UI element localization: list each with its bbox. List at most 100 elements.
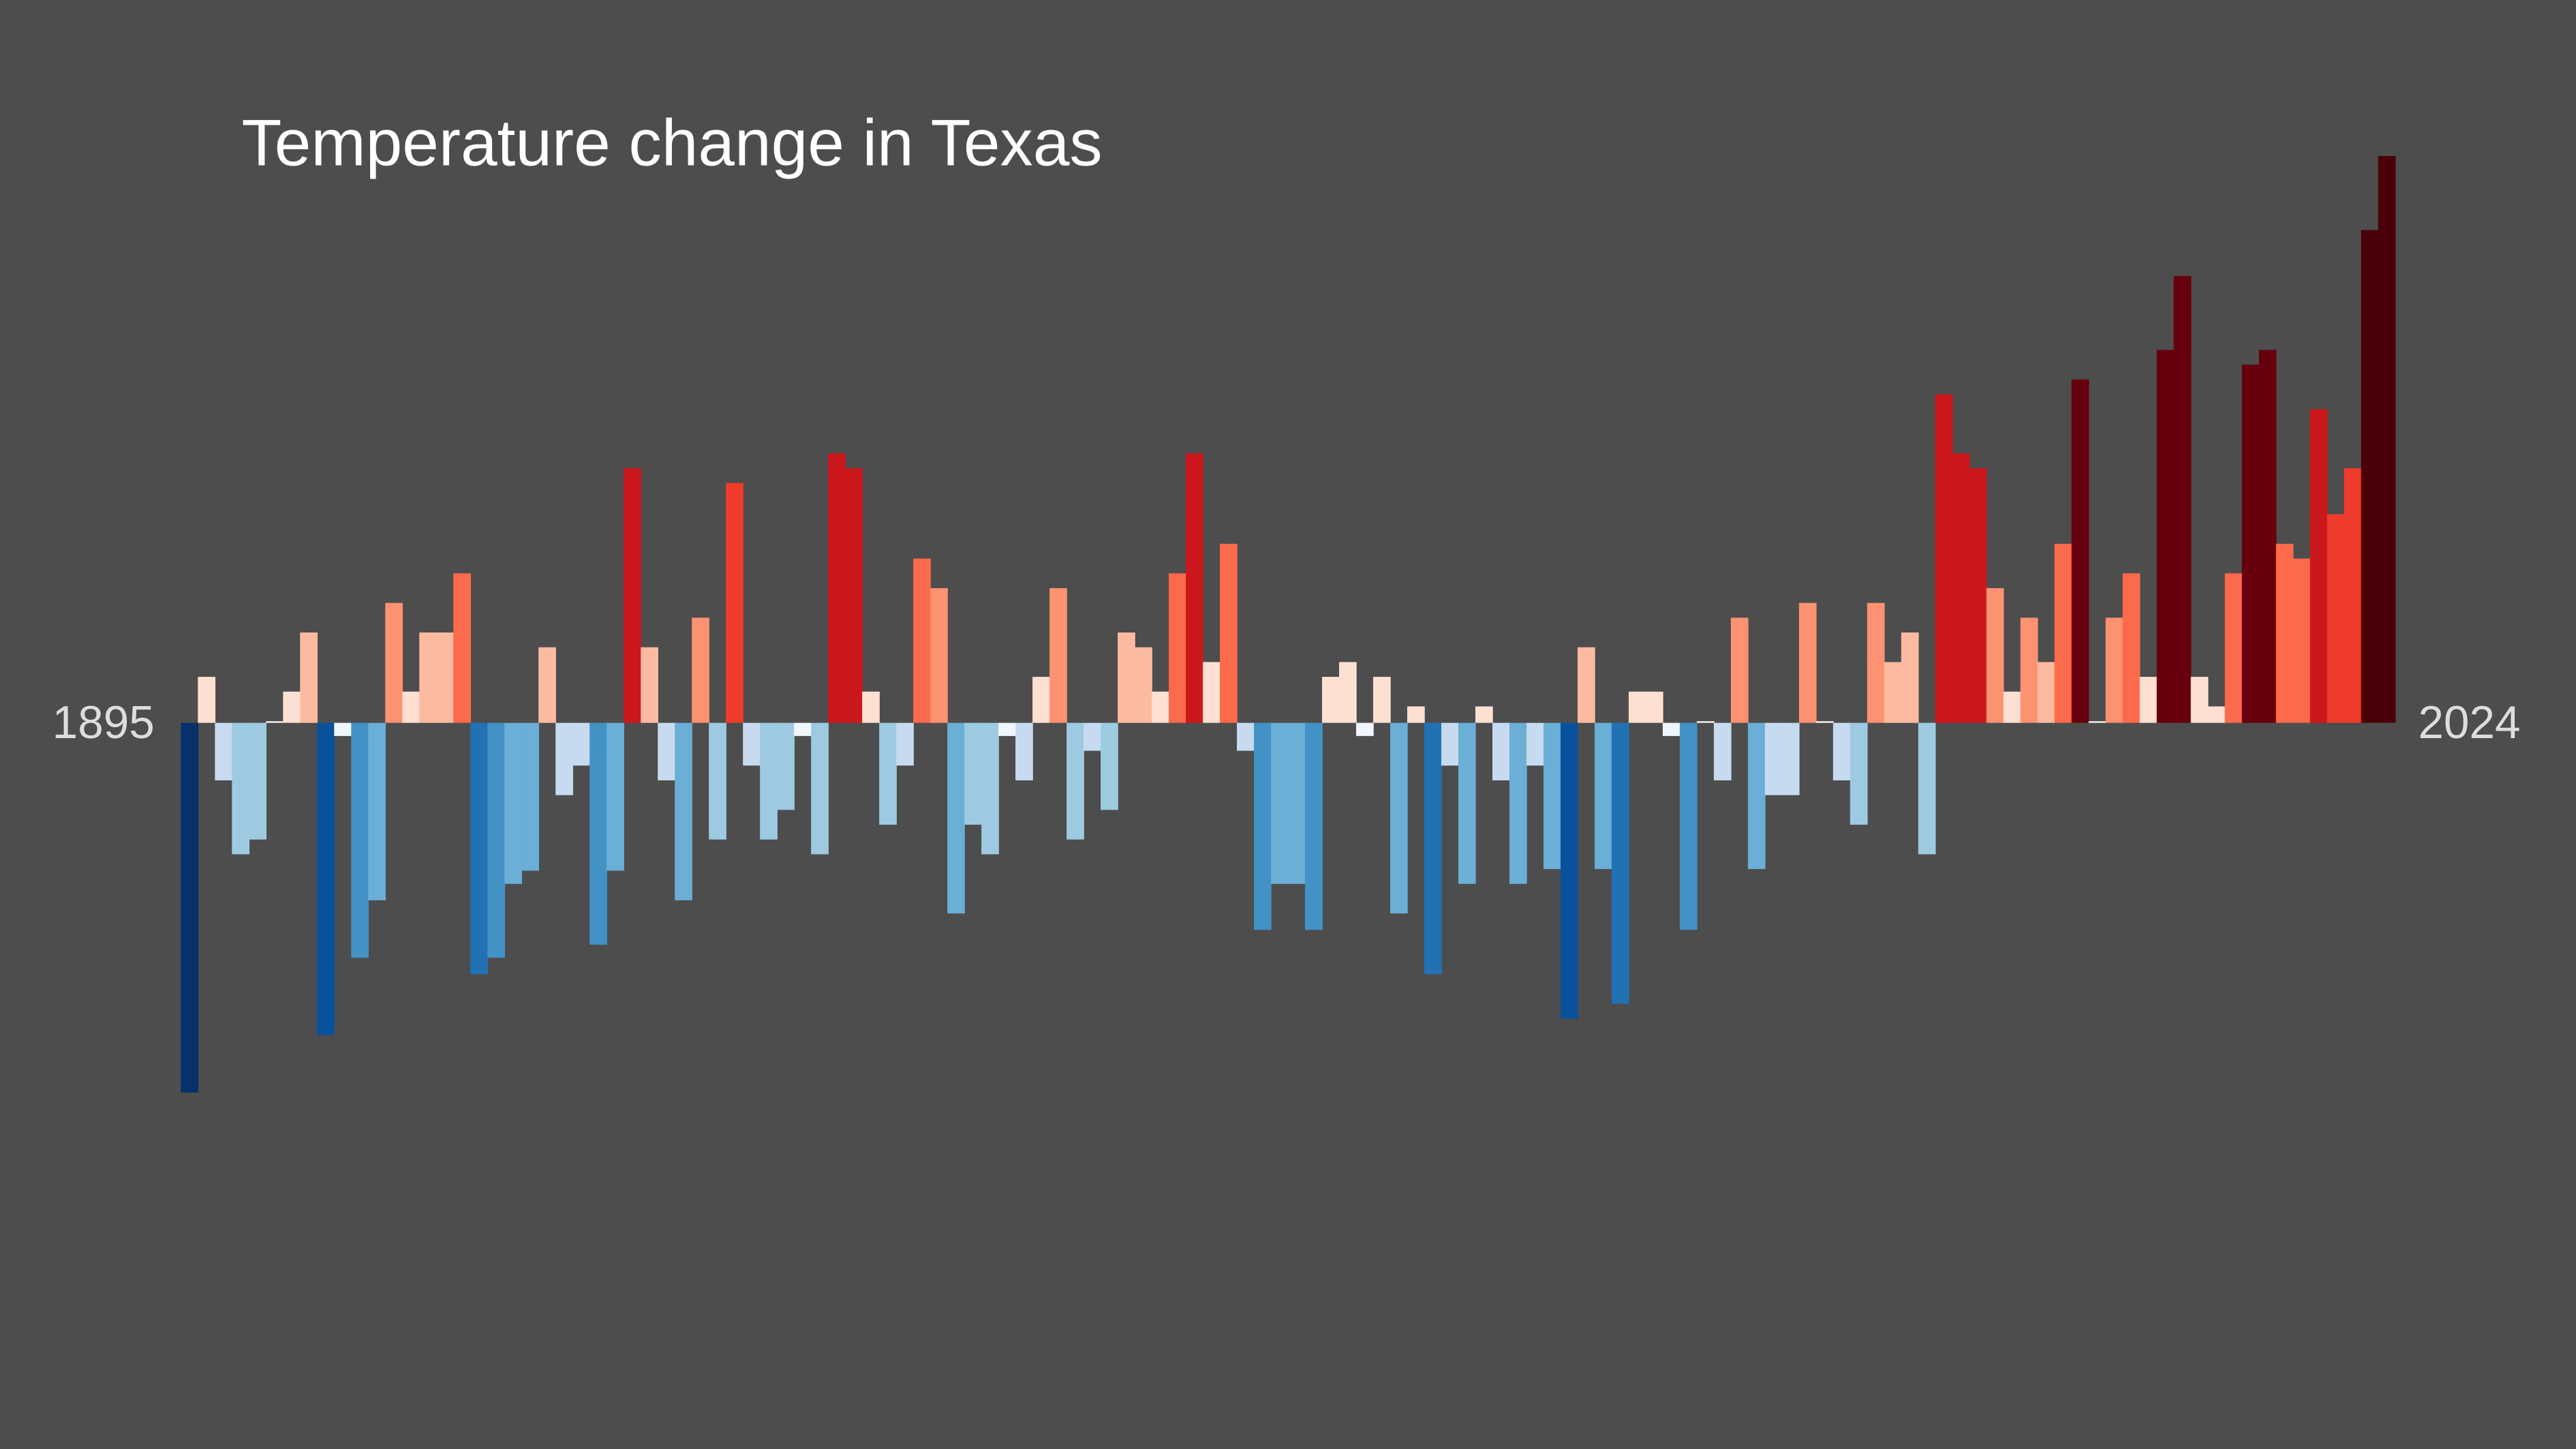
bar [1220,543,1238,723]
bar [1526,722,1544,766]
bar [1237,722,1255,751]
bar [2275,543,2294,723]
bar [1713,722,1732,780]
bar [1118,632,1135,723]
bar [589,722,607,945]
bar [1730,617,1749,723]
bar [1186,453,1203,723]
bar [998,722,1016,736]
bar [1321,677,1340,723]
bar [1747,722,1766,870]
bar [1441,722,1459,766]
bar [1390,722,1408,914]
bar [896,722,914,766]
bar [2054,543,2072,723]
bar [2037,662,2055,723]
bar [794,722,812,736]
bar [2344,468,2362,723]
bar [2207,706,2226,723]
bar [1338,662,1357,723]
bar [845,468,863,723]
bar [555,722,573,795]
bar [1611,722,1629,1004]
bar [1679,722,1698,930]
bar [1135,647,1152,723]
bar [1543,722,1561,870]
bar [641,647,658,723]
bar [1798,603,1817,723]
bar [2361,230,2379,723]
bar [1628,691,1646,723]
bar [879,722,897,825]
bar [181,722,199,1093]
bar [1288,722,1306,884]
bar [1645,691,1663,723]
bar [709,722,726,840]
bar [1424,722,1442,975]
bar [930,588,948,723]
bar [2378,155,2396,723]
bar [487,722,505,958]
bar [538,647,556,723]
bar [1492,722,1510,780]
bar [2190,677,2209,723]
bar [419,632,438,723]
bar [2156,350,2175,723]
bar [726,483,743,723]
bar [1373,677,1391,723]
bar [2293,558,2311,723]
bar [1032,677,1050,723]
bar [1304,722,1323,930]
bar [1509,722,1527,884]
bar [2071,379,2089,723]
bar [1833,722,1851,780]
bar [2258,350,2277,723]
bar [1084,722,1101,751]
bar [1696,721,1715,723]
bar [862,691,880,723]
bar [811,722,829,855]
bar [521,722,539,871]
bar [1867,603,1885,723]
bar [1254,722,1272,930]
bar [1152,691,1169,723]
bar [1203,662,1221,723]
bar [2105,617,2123,723]
bar [232,722,250,855]
bar [1850,722,1868,825]
bar [1475,706,1493,723]
bar [1969,468,1987,723]
chart-title: Temperature change in Texas [242,106,1103,179]
bar [436,632,455,723]
bar [624,468,641,723]
bar [1764,722,1783,795]
bar [1560,722,1578,1019]
bar [2241,365,2260,723]
bar [2139,677,2158,723]
bar [1015,722,1033,780]
x-tick-label: 2024 [2418,697,2520,748]
bar [1815,721,1834,723]
bar [1781,722,1800,795]
bar [402,691,420,723]
bar [1169,573,1186,723]
bar [1935,394,1953,723]
bar [334,722,352,736]
bar [828,453,846,723]
bar [1355,722,1374,736]
bar [368,722,386,900]
bar [385,603,403,723]
bar [1049,588,1067,723]
bar [1271,722,1289,884]
bar [470,722,488,975]
bar [692,617,709,723]
bar [215,722,233,780]
bar [964,722,982,825]
bar [2327,514,2345,723]
bar [1067,722,1084,840]
bar [2003,691,2021,723]
bar [2310,409,2328,723]
bar [1918,722,1936,855]
